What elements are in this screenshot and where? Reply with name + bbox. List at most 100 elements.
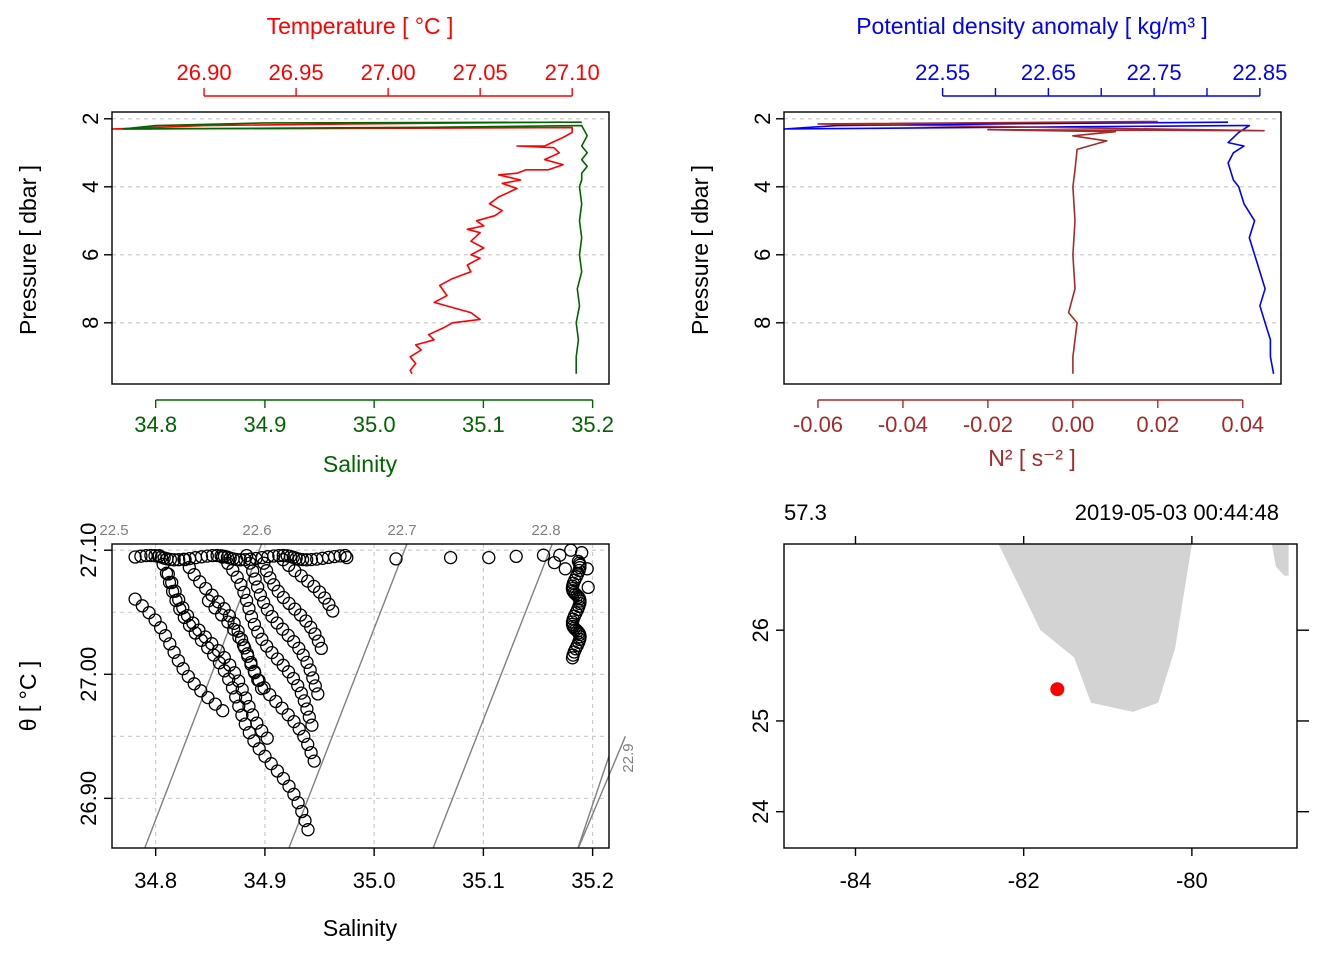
ts-point [558,562,572,576]
ts-point [297,729,311,744]
ts-point [210,548,224,563]
x-tick-label: 34.9 [244,868,287,893]
ts-point [260,602,275,617]
ts-point [581,580,595,595]
ts-point [256,595,271,610]
top-tick-label: 22.75 [1127,60,1182,85]
isopycnal-label: 22.5 [99,522,128,539]
ts-point [239,593,254,608]
ts-point [251,673,265,687]
isopycnal-label: 22.8 [531,522,560,539]
ts-point [158,629,173,643]
top-tick-label: 27.05 [453,60,508,85]
ts-point [194,550,209,564]
ts-point [245,708,260,722]
ts-point [333,549,347,563]
ts-point [295,552,310,567]
ts-point [340,550,354,565]
ts-point [302,710,316,724]
ts-point [291,796,305,810]
y-tick-label: 24 [748,799,773,823]
bottom-tick-label: 35.2 [571,412,614,437]
ts-point [208,697,222,711]
ts-point [304,552,319,567]
ts-point [134,549,148,563]
ts-point [253,588,268,602]
temperature-axis-title: Temperature [ °C ] [267,13,454,39]
ts-point [208,601,222,615]
y-tick-label: 8 [750,317,775,329]
x-tick-label: 35.1 [462,868,505,893]
ts-point [314,641,328,656]
x-tick-label: -82 [1008,868,1040,893]
ts-point [244,609,259,624]
ts-point [267,578,281,592]
ts-point [292,722,306,736]
ts-point [308,679,322,693]
ts-point [260,731,274,745]
y-tick-label: 27.10 [76,523,101,578]
ts-point [135,599,149,613]
isopycnal-line [288,543,408,849]
ts-point [287,635,301,649]
ts-point [172,553,186,567]
series-line-n- [817,120,1265,374]
ts-point [306,671,320,685]
isopycnal-label: 22.6 [242,522,271,539]
panel-ts-profile: Temperature [ °C ] Salinity Pressure [ d… [15,13,614,477]
bottom-tick-label: 0.00 [1051,412,1094,437]
ts-point [443,550,458,565]
y-tick-label: 6 [750,249,775,261]
ts-point [259,564,274,578]
ts-point [200,549,214,563]
ts-point [216,704,230,718]
ts-point [235,682,249,697]
ts-point [298,813,312,828]
isopycnal-line [577,736,627,849]
ts-point [326,604,340,618]
ts-point [509,549,523,564]
ts-point [276,548,290,563]
ts-point [264,757,278,771]
ts-point [575,546,589,560]
ts-point [297,694,311,708]
ts-point [547,555,562,570]
series-line-salinity [122,121,588,374]
top-tick-label: 27.00 [361,60,416,85]
bottom-tick-label: 35.0 [353,412,396,437]
ts-point [308,627,322,641]
ts-point [242,601,256,616]
ts-point [300,702,314,716]
ts-point [223,658,237,672]
x-tick-label: -80 [1176,868,1208,893]
ts-point [305,718,319,732]
ts-point [254,681,269,696]
isopycnal-line [432,543,553,849]
ts-point [287,787,301,801]
ts-point [282,779,296,793]
ts-point [165,575,179,590]
ts-point [242,726,256,740]
ts-point [244,655,258,670]
x-tick-label: -84 [840,868,872,893]
bottom-tick-label: 34.9 [244,412,287,437]
top-tick-label: 22.85 [1232,60,1287,85]
ts-point [267,549,281,563]
bottom-tick-label: 35.1 [462,412,505,437]
series-line-temperature [111,121,573,375]
ts-point [231,674,246,688]
ts-point [194,684,208,698]
ts-point [167,645,181,659]
ts-point [287,714,301,729]
ts-point [234,632,249,647]
top-tick-label: 26.95 [269,60,324,85]
station-marker [1050,682,1065,697]
ts-point [227,666,242,680]
ts-point [291,678,305,693]
ts-point [255,632,269,646]
ts-point [230,570,244,584]
ts-point [168,584,182,598]
ts-point [163,637,177,651]
ts-point [565,651,580,665]
